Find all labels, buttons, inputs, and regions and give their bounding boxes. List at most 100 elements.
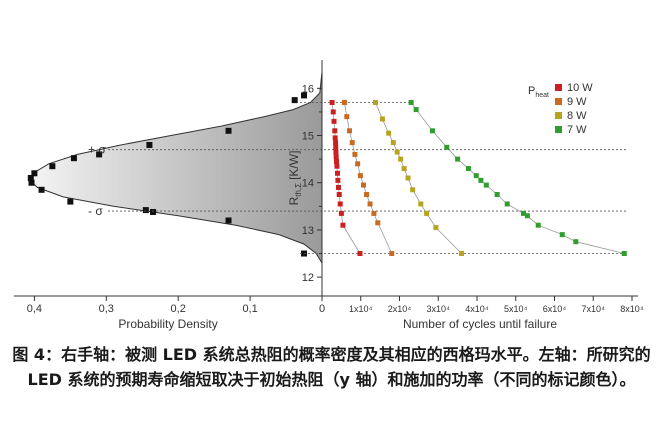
y-tick-label: 13: [302, 225, 314, 237]
series-point: [418, 201, 424, 207]
density-point: [142, 207, 149, 214]
series-point: [336, 192, 342, 198]
series-point: [559, 232, 565, 238]
series-point: [340, 222, 346, 228]
density-point: [96, 151, 103, 158]
series-point: [341, 99, 347, 105]
legend-title: Pheat: [528, 85, 549, 99]
y-tick-label: 15: [302, 131, 314, 143]
legend-marker: [555, 98, 562, 105]
series-point: [494, 192, 500, 198]
y-tick-label: 16: [302, 83, 314, 95]
series-point: [465, 166, 471, 172]
series-point: [355, 161, 361, 167]
legend-label: 10 W: [567, 82, 593, 94]
series-point: [405, 175, 411, 181]
sigma-plus-label: + σ: [88, 143, 106, 157]
legend-title-sub: heat: [535, 92, 549, 99]
density-point: [70, 155, 77, 162]
density-point: [27, 175, 34, 181]
series-point: [360, 182, 366, 188]
series-point: [424, 210, 430, 216]
series-point: [398, 156, 404, 162]
series-point: [573, 239, 579, 245]
left-x-tick-label: 0,2: [171, 303, 186, 315]
series-point: [524, 213, 530, 219]
density-point: [225, 217, 232, 224]
density-point: [28, 179, 35, 186]
series-point: [504, 201, 510, 207]
series-point: [364, 192, 370, 198]
series-point: [333, 154, 339, 160]
series-point: [334, 158, 340, 164]
right-x-tick-label: 1x10⁴: [349, 304, 373, 314]
left-x-axis-label: Probability Density: [118, 317, 217, 331]
density-point: [67, 198, 74, 205]
y-tick-label: 12: [302, 272, 314, 284]
series-connector-line: [375, 102, 462, 254]
series-point: [478, 177, 484, 183]
series-point: [386, 130, 392, 136]
legend-label: 7 W: [567, 124, 587, 136]
density-point: [146, 141, 153, 148]
series-point: [338, 210, 344, 216]
series-point: [335, 177, 341, 183]
series-point: [621, 251, 627, 257]
series-point: [433, 225, 439, 231]
series-point: [330, 109, 336, 115]
series-point: [332, 135, 338, 141]
series-point: [459, 251, 464, 257]
series-point: [335, 170, 340, 176]
series-point: [444, 144, 450, 150]
left-x-tick-label: 0: [319, 303, 325, 315]
left-x-tick-label: 0,3: [99, 303, 114, 315]
series-point: [535, 222, 541, 228]
legend-marker: [555, 126, 562, 133]
density-point: [291, 97, 298, 104]
density-point: [38, 186, 45, 193]
series-point: [329, 99, 335, 105]
series-point: [408, 99, 414, 105]
right-x-axis-label: Number of cycles until failure: [403, 317, 557, 331]
y-axis-label: Rth,Σ [K/W]: [287, 151, 303, 206]
left-x-tick-label: 0,4: [27, 303, 42, 315]
series-point: [337, 201, 343, 207]
series-point: [349, 140, 355, 146]
cycles-to-failure-panel: 12 13 14 15 16 Rth,Σ [K/W] 1x10⁴ 2x10⁴ 3x10⁴ 4x10⁴…: [108, 60, 644, 331]
y-axis-label-unit: [K/W]: [287, 151, 301, 180]
series-point: [332, 128, 338, 134]
right-x-tick-label: 6x10⁴: [543, 304, 567, 314]
series-point: [455, 156, 461, 162]
series-point: [333, 144, 339, 150]
legend-label: 9 W: [567, 96, 587, 108]
series-point: [347, 128, 353, 134]
density-point: [150, 208, 157, 215]
series-point: [410, 187, 416, 193]
series-point: [371, 210, 377, 216]
series-point: [521, 210, 526, 216]
legend-marker: [555, 84, 562, 91]
series-point: [389, 251, 395, 257]
y-axis-label-main: R: [287, 196, 301, 205]
series-point: [372, 99, 378, 105]
sigma-minus-label: - σ: [88, 204, 103, 218]
y-axis-label-sub: th,Σ: [294, 183, 303, 197]
series-point: [473, 173, 479, 179]
series-point: [367, 201, 373, 207]
series-point: [357, 173, 363, 179]
legend-label: 8 W: [567, 110, 587, 122]
right-x-tick-label: 7x10⁴: [582, 304, 606, 314]
right-x-tick-label: 2x10⁴: [388, 304, 412, 314]
series-point: [334, 163, 340, 169]
series-point: [390, 140, 396, 146]
legend-title-main: P: [528, 85, 535, 97]
series-point: [413, 107, 419, 113]
figure-chart: 0,4 0,3 0,2 0,1 0 Probability Density + σ - σ 1…: [14, 60, 644, 331]
series-point: [331, 118, 337, 124]
series-point: [379, 116, 385, 122]
series-point: [483, 182, 489, 188]
series-point: [335, 184, 341, 190]
density-area: [29, 71, 323, 265]
series-point: [352, 151, 358, 157]
left-x-tick-label: 0,1: [242, 303, 257, 315]
